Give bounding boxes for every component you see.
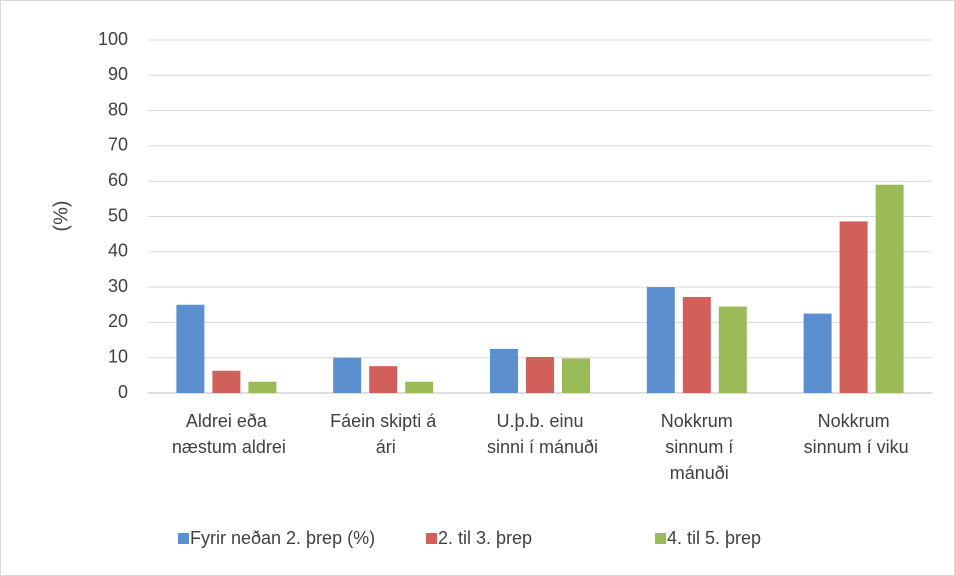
y-tick-label: 0 [118, 382, 128, 402]
bar [369, 366, 398, 393]
x-tick-label: U.þ.b. einu sinni í mánuði [482, 411, 598, 457]
y-tick-label: 80 [108, 99, 128, 119]
y-tick-label: 50 [108, 205, 128, 225]
bar [646, 287, 675, 393]
bar [718, 306, 747, 393]
x-tick-label: Fáein skipti á ári [330, 411, 437, 457]
x-tick-label: Nokkrum sinnum í viku [799, 411, 909, 457]
bar [248, 381, 277, 393]
y-tick-label: 10 [108, 346, 128, 366]
x-tick-label: Aldrei eða næstum aldrei [167, 411, 286, 457]
bar [405, 381, 434, 393]
bar [176, 304, 205, 393]
legend-swatch [655, 533, 666, 544]
y-tick-label: 100 [98, 29, 128, 49]
legend-swatch [426, 533, 437, 544]
y-tick-label: 40 [108, 241, 128, 261]
bar [875, 184, 904, 393]
x-tick-label: Nokkrum sinnum í mánuði [660, 411, 733, 483]
y-tick-label: 90 [108, 64, 128, 84]
y-tick-label: 60 [108, 170, 128, 190]
bar [682, 296, 711, 393]
y-tick-label: 70 [108, 135, 128, 155]
legend-label: Fyrir neðan 2. þrep (%) [190, 528, 375, 548]
bar [803, 313, 832, 393]
y-tick-label: 30 [108, 276, 128, 296]
bar [490, 348, 518, 393]
bar [333, 357, 362, 393]
y-axis-title: (%) [50, 200, 72, 231]
legend-label: 2. til 3. þrep [438, 528, 532, 548]
bar [526, 356, 554, 393]
bar [212, 370, 241, 393]
bar [562, 358, 590, 393]
legend-swatch [178, 533, 189, 544]
y-tick-label: 20 [108, 311, 128, 331]
bar [839, 221, 868, 393]
legend-label: 4. til 5. þrep [667, 528, 761, 548]
